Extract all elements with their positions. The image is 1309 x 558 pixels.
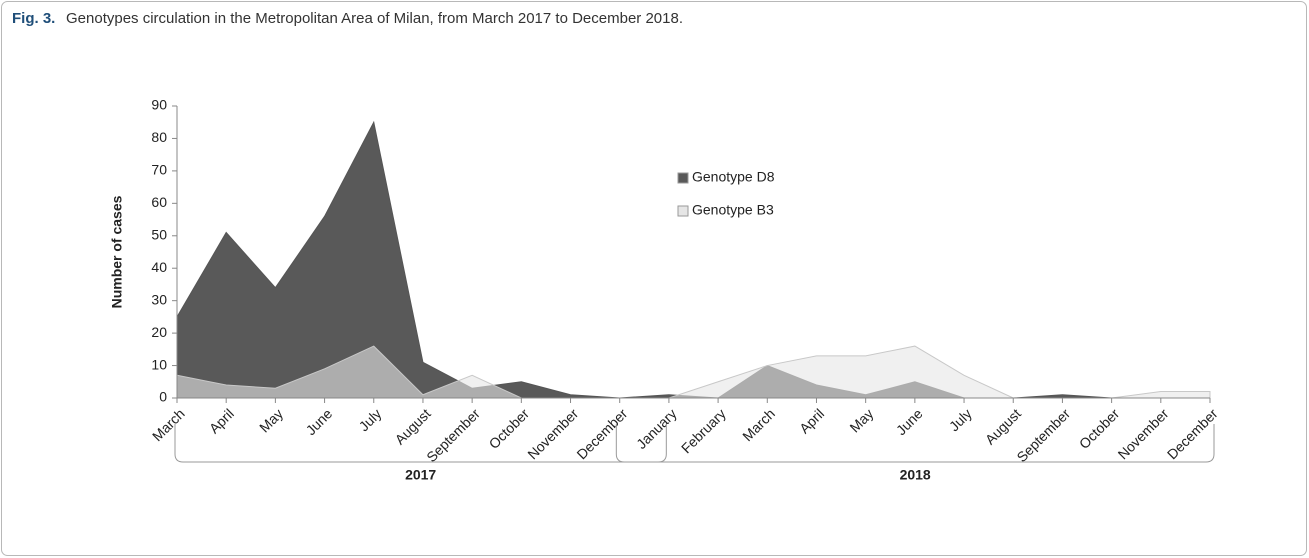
legend-label: Genotype D8	[692, 169, 775, 185]
figure-label: Fig. 3.	[12, 10, 55, 27]
y-tick-label: 60	[151, 194, 167, 210]
y-tick-label: 50	[151, 226, 167, 242]
y-axis-title: Number of cases	[109, 195, 125, 308]
legend-label: Genotype B3	[692, 202, 774, 218]
year-label: 2018	[900, 467, 931, 483]
year-bracket	[174, 424, 667, 463]
y-tick-label: 40	[151, 259, 167, 275]
y-tick-label: 10	[151, 356, 167, 372]
chart-title: Genotypes circulation in the Metropolita…	[66, 10, 683, 27]
y-tick-label: 0	[159, 389, 167, 405]
legend-swatch	[677, 205, 689, 217]
y-tick-label: 80	[151, 129, 167, 145]
legend-swatch	[677, 172, 689, 184]
year-bracket	[615, 424, 1215, 463]
year-label: 2017	[405, 467, 436, 483]
y-tick-label: 20	[151, 324, 167, 340]
y-tick-label: 70	[151, 162, 167, 178]
y-tick-label: 30	[151, 291, 167, 307]
y-tick-label: 90	[151, 97, 167, 113]
